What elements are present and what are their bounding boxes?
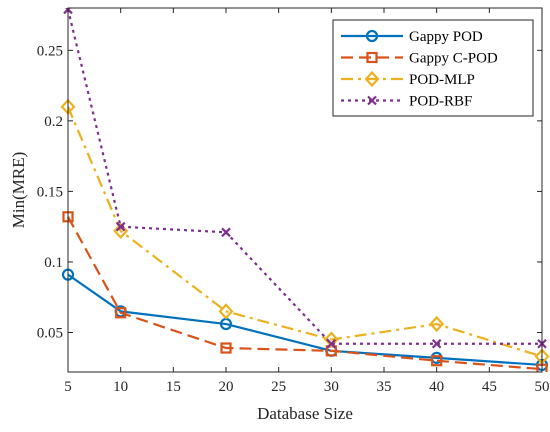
y-tick-label-4: 0.25 [37, 43, 63, 59]
legend: Gappy POD Gappy C-POD POD-MLP POD-RBF [332, 19, 534, 117]
y-tick-label-1: 0.1 [44, 255, 63, 271]
legend-marker-1 [366, 51, 378, 64]
legend-label-0: Gappy POD [409, 29, 483, 45]
x-tick-label-7: 40 [429, 379, 444, 395]
legend-label-3: POD-RBF [409, 94, 472, 110]
x-tick-label-2: 15 [166, 379, 181, 395]
data-point-3-2 [221, 227, 231, 238]
x-tick-label-5: 30 [324, 379, 339, 395]
series-line-0 [67, 273, 543, 367]
legend-label-2: POD-MLP [409, 72, 475, 88]
series-line-1 [67, 216, 543, 371]
legend-marker-3 [367, 95, 377, 106]
legend-label-1: Gappy C-POD [409, 51, 498, 67]
x-tick-label-9: 50 [535, 379, 550, 395]
legend-marker-2 [364, 70, 380, 88]
data-point-1-1 [115, 307, 127, 319]
x-tick-label-3: 20 [219, 379, 234, 395]
series-line-2 [66, 106, 543, 358]
legend-entry-0: Gappy POD [341, 29, 483, 45]
data-point-3-1 [115, 221, 126, 232]
data-point-2-4 [429, 315, 445, 333]
x-tick-label-0: 5 [64, 379, 72, 395]
data-point-1-4 [431, 355, 443, 367]
legend-marker-0 [365, 29, 379, 43]
x-tick-label-4: 25 [271, 379, 286, 395]
legend-entry-1: Gappy C-POD [341, 51, 498, 67]
x-axis-title: Database Size [257, 404, 353, 423]
data-point-2-1 [113, 222, 129, 240]
y-tick-label-2: 0.15 [37, 184, 63, 200]
y-axis-title: Min(MRE) [9, 152, 28, 229]
data-point-3-4 [431, 339, 442, 349]
legend-entry-3: POD-RBF [341, 94, 472, 110]
y-tick-label-3: 0.2 [44, 114, 63, 130]
axes-box [67, 7, 543, 373]
data-point-3-3 [326, 339, 337, 349]
x-tick-label-1: 10 [113, 379, 128, 395]
legend-entry-2: POD-MLP [341, 70, 475, 88]
data-point-1-2 [220, 342, 232, 354]
data-point-2-3 [323, 331, 339, 348]
data-point-2-2 [218, 303, 234, 320]
x-tick-label-6: 35 [377, 379, 392, 395]
y-tick-label-0: 0.05 [37, 325, 63, 341]
x-tick-label-8: 45 [482, 379, 497, 395]
axes-layer: 5 10 15 20 25 30 35 40 45 50 0.05 0.1 0.15 0.2 0.25 [37, 7, 550, 395]
